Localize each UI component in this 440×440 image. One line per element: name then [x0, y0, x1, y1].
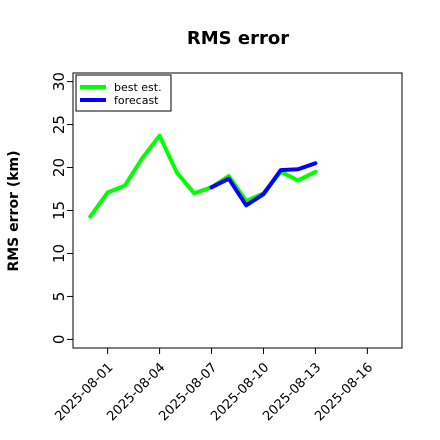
- y-tick-label: 0: [50, 335, 68, 345]
- legend-label-forecast: forecast: [114, 94, 159, 107]
- chart-title: RMS error: [187, 28, 289, 49]
- legend-label-best-est: best est.: [114, 81, 162, 94]
- series-line-forecast: [209, 161, 318, 208]
- y-tick-label: 30: [50, 72, 68, 91]
- legend: best est. forecast: [75, 74, 172, 112]
- y-tick-label: 25: [50, 115, 68, 134]
- series-line-best-est: [88, 133, 318, 219]
- y-tick-label: 20: [50, 158, 68, 177]
- plot-frame: [72, 72, 403, 349]
- y-axis: 0 5 10 15 20 25 30: [50, 72, 73, 344]
- y-tick-label: 15: [50, 201, 68, 220]
- y-tick-label: 5: [50, 292, 68, 302]
- series-lines: [88, 133, 318, 219]
- y-tick-label: 10: [50, 244, 68, 263]
- x-axis: 2025-08-012025-08-042025-08-072025-08-10…: [52, 348, 376, 424]
- legend-box: [75, 74, 172, 112]
- y-axis-label: RMS error (km): [6, 150, 22, 271]
